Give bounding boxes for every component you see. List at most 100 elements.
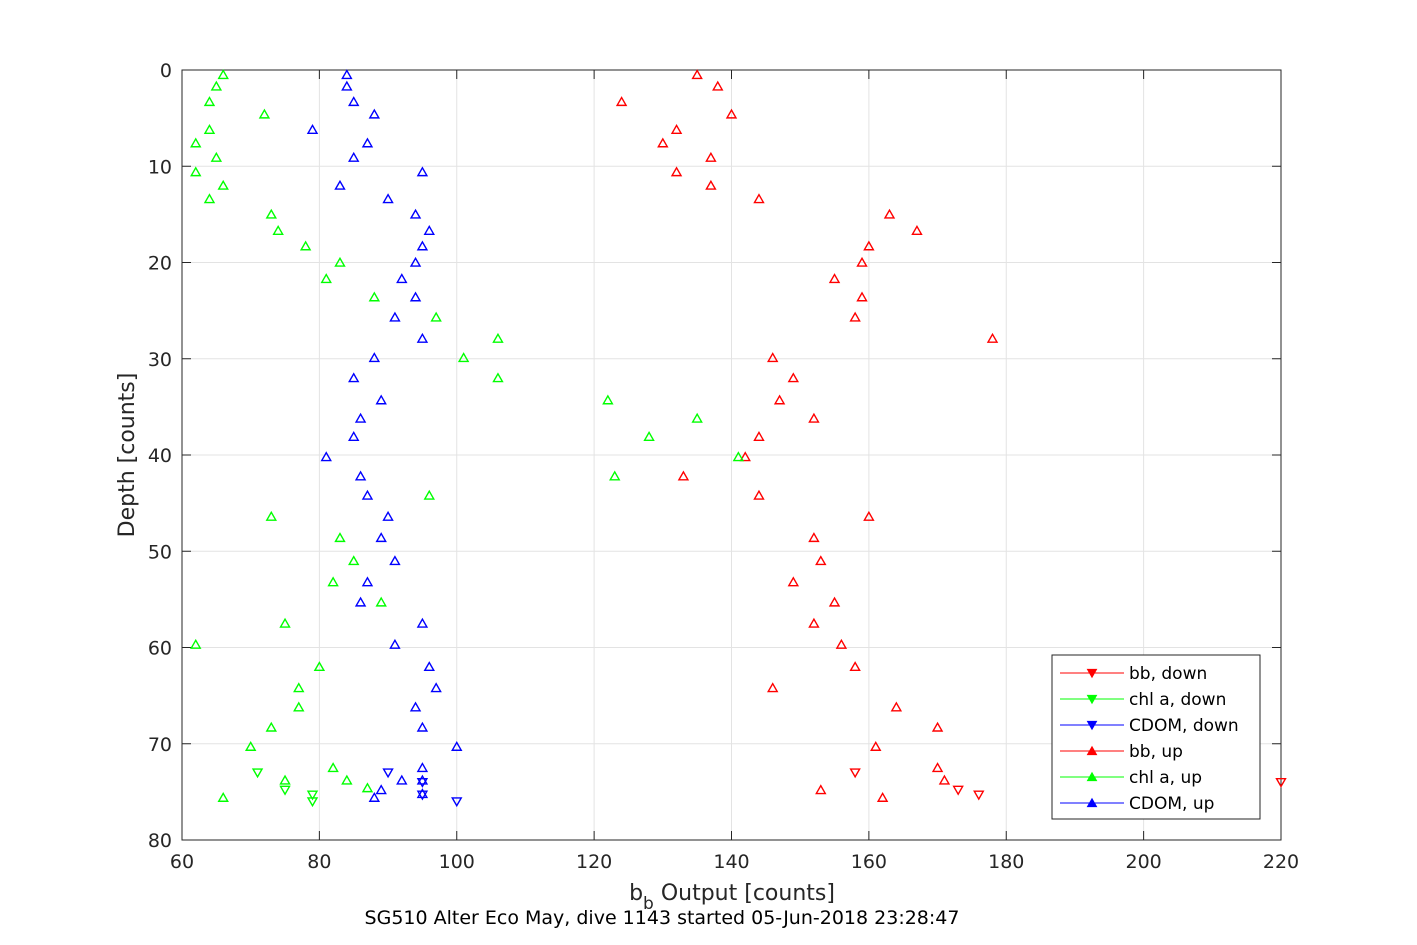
- point-cdom-up: [375, 532, 387, 543]
- point-bb-up: [787, 372, 800, 383]
- point-chl-a-up: [217, 179, 229, 190]
- point-chl-a-down: [279, 785, 291, 796]
- point-chl-a-up: [279, 774, 291, 785]
- y-tick-label: 70: [148, 734, 172, 756]
- y-tick-label: 30: [148, 349, 172, 371]
- point-cdom-up: [348, 151, 360, 162]
- point-chl-a-up: [217, 791, 229, 802]
- x-tick-label: 120: [576, 851, 612, 873]
- point-chl-a-up: [258, 108, 271, 119]
- point-cdom-down: [382, 768, 394, 779]
- point-chl-a-up: [217, 69, 229, 80]
- point-bb-up: [787, 576, 800, 587]
- point-bb-up: [931, 721, 944, 732]
- point-cdom-up: [334, 179, 346, 190]
- x-tick-label: 100: [439, 851, 475, 873]
- figure-caption: SG510 Alter Eco May, dive 1143 started 0…: [365, 907, 960, 929]
- point-bb-up: [753, 431, 765, 442]
- legend-entry: CDOM, down: [1060, 716, 1239, 736]
- point-bb-up: [670, 123, 683, 134]
- point-bb-up: [691, 69, 703, 80]
- point-cdom-up: [341, 80, 353, 91]
- point-bb-up: [753, 489, 765, 500]
- point-chl-a-up: [691, 412, 703, 423]
- point-cdom-up: [354, 596, 367, 607]
- point-chl-a-up: [327, 762, 339, 773]
- point-bb-up: [815, 555, 827, 566]
- point-bb-up: [808, 412, 820, 423]
- point-cdom-up: [416, 332, 429, 343]
- x-tick-label: 180: [988, 851, 1024, 873]
- point-chl-a-up: [203, 123, 216, 134]
- point-chl-a-up: [265, 510, 277, 521]
- y-tick-label: 40: [148, 445, 172, 467]
- point-bb-down: [849, 768, 861, 779]
- point-chl-a-up: [244, 740, 257, 751]
- point-bb-up: [753, 193, 765, 204]
- point-cdom-up: [396, 273, 408, 284]
- plot-frame: [181, 69, 1282, 841]
- legend-label: bb, up: [1129, 742, 1183, 762]
- point-cdom-up: [416, 788, 429, 799]
- point-cdom-up: [416, 762, 429, 773]
- point-cdom-up: [361, 137, 374, 148]
- point-bb-up: [773, 394, 786, 405]
- y-tick-label: 10: [148, 156, 172, 178]
- point-cdom-up: [389, 555, 401, 566]
- point-chl-a-up: [293, 701, 305, 712]
- point-chl-a-up: [203, 96, 216, 107]
- x-axis-label: bb Output [counts]: [629, 881, 835, 914]
- y-tick-label: 20: [148, 253, 172, 275]
- point-chl-a-up: [368, 291, 381, 302]
- point-chl-a-up: [334, 532, 346, 543]
- point-chl-a-up: [609, 470, 621, 481]
- point-chl-a-up: [279, 617, 291, 628]
- point-cdom-up: [409, 208, 422, 219]
- point-cdom-up: [375, 784, 387, 795]
- point-bb-up: [615, 96, 628, 107]
- point-cdom-up: [341, 69, 353, 80]
- x-axis-label-subscript: b: [643, 894, 654, 914]
- point-cdom-up: [416, 617, 429, 628]
- point-cdom-up: [430, 682, 442, 693]
- point-bb-up: [883, 208, 896, 219]
- point-cdom-down: [416, 790, 429, 801]
- point-cdom-up: [348, 96, 360, 107]
- point-cdom-up: [396, 774, 408, 785]
- legend-label: CDOM, up: [1129, 794, 1214, 814]
- point-cdom-up: [416, 774, 429, 785]
- point-chl-a-up: [643, 431, 655, 442]
- point-bb-up: [931, 762, 944, 773]
- point-chl-a-down: [306, 790, 319, 801]
- point-bb-up: [677, 470, 690, 481]
- point-chl-a-up: [492, 332, 504, 343]
- point-chl-a-up: [210, 80, 223, 91]
- point-chl-a-up: [320, 273, 332, 284]
- x-axis-label-main: b: [629, 881, 643, 906]
- point-chl-a-up: [265, 721, 277, 732]
- legend-label: chl a, down: [1129, 690, 1226, 710]
- point-cdom-up: [389, 638, 401, 649]
- point-cdom-up: [382, 510, 394, 521]
- legend-box: [1051, 654, 1261, 820]
- point-cdom-up: [416, 166, 429, 177]
- point-chl-a-up: [203, 193, 216, 204]
- point-chl-a-up: [492, 372, 504, 383]
- legend-entry: bb, down: [1060, 664, 1207, 684]
- point-chl-a-up: [313, 661, 326, 672]
- legend-label: bb, down: [1129, 664, 1207, 684]
- x-tick-label: 60: [170, 851, 194, 873]
- point-bb-up: [870, 740, 882, 751]
- point-bb-up: [849, 311, 861, 322]
- point-chl-a-up: [732, 451, 745, 462]
- point-bb-up: [670, 166, 683, 177]
- legend: bb, down chl a, down CDOM, down bb, up chl a…: [1051, 654, 1261, 820]
- point-chl-a-down: [306, 797, 319, 808]
- y-axis-label: Depth [counts]: [115, 373, 140, 538]
- point-cdom-up: [361, 576, 374, 587]
- point-cdom-up: [354, 470, 367, 481]
- point-bb-up: [828, 596, 841, 607]
- point-bb-up: [876, 791, 889, 802]
- legend-marker: [1086, 720, 1098, 731]
- point-cdom-up: [409, 256, 422, 267]
